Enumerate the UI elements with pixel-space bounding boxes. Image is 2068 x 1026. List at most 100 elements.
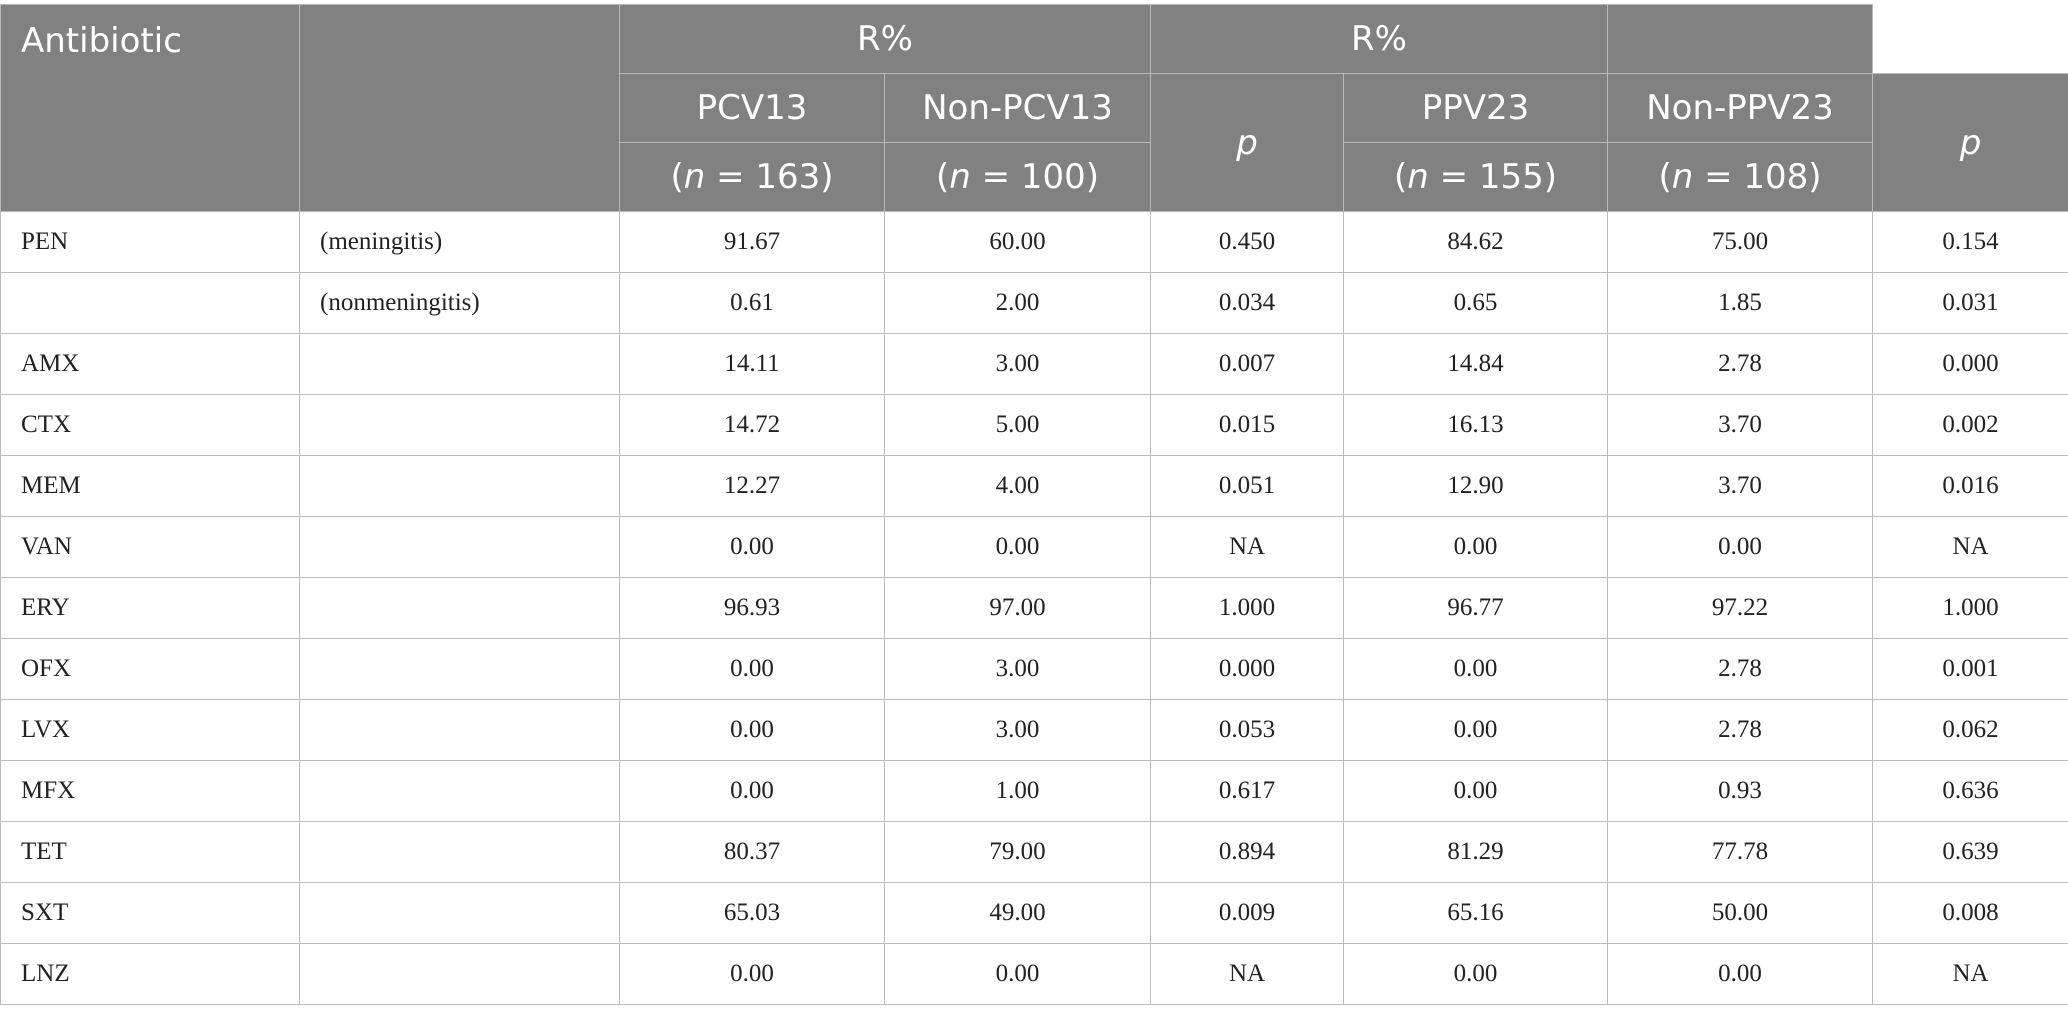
cell-non-pcv13: 0.00	[884, 516, 1151, 578]
header-n-ppv23: (n = 155)	[1343, 142, 1608, 212]
cell-pcv13: 0.00	[619, 516, 885, 578]
header-non-ppv23: Non-PPV23	[1607, 73, 1873, 143]
cell-pcv13: 14.11	[619, 333, 885, 395]
cell-pcv13: 0.00	[619, 638, 885, 700]
cell-ppv23: 0.00	[1343, 699, 1608, 761]
table-row: LVX 0.00 3.00 0.053 0.00 2.78 0.062	[0, 699, 2068, 761]
cell-antibiotic: AMX	[0, 333, 300, 395]
header-group-ppv: R%	[1150, 4, 1608, 74]
table-row: LNZ 0.00 0.00 NA 0.00 0.00 NA	[0, 943, 2068, 1005]
cell-non-ppv23: 77.78	[1607, 821, 1873, 883]
header-blank	[299, 4, 620, 212]
cell-antibiotic: LVX	[0, 699, 300, 761]
header-row-counts: (n = 163) (n = 100) (n = 155) (n = 108)	[1, 142, 2068, 212]
cell-site	[299, 943, 620, 1005]
cell-non-pcv13: 79.00	[884, 821, 1151, 883]
table-row: ERY 96.93 97.00 1.000 96.77 97.22 1.000	[0, 577, 2068, 639]
table-row: MEM 12.27 4.00 0.051 12.90 3.70 0.016	[0, 455, 2068, 517]
header-antibiotic: Antibiotic	[0, 4, 300, 212]
cell-ppv23: 96.77	[1343, 577, 1608, 639]
cell-non-ppv23: 75.00	[1607, 211, 1873, 273]
cell-p-ppv: 0.639	[1872, 821, 2068, 883]
cell-pcv13: 91.67	[619, 211, 885, 273]
cell-antibiotic: SXT	[0, 882, 300, 944]
cell-p-ppv: 0.001	[1872, 638, 2068, 700]
cell-site	[299, 516, 620, 578]
cell-p-pcv: 0.053	[1150, 699, 1344, 761]
cell-ppv23: 0.00	[1343, 760, 1608, 822]
cell-non-ppv23: 3.70	[1607, 455, 1873, 517]
cell-site: (meningitis)	[299, 211, 620, 273]
cell-site	[299, 699, 620, 761]
header-group-pcv: R%	[619, 4, 1151, 74]
cell-p-ppv: 0.002	[1872, 394, 2068, 456]
cell-ppv23: 16.13	[1343, 394, 1608, 456]
cell-ppv23: 84.62	[1343, 211, 1608, 273]
cell-site	[299, 882, 620, 944]
cell-site	[299, 394, 620, 456]
cell-non-pcv13: 1.00	[884, 760, 1151, 822]
cell-non-ppv23: 2.78	[1607, 699, 1873, 761]
cell-pcv13: 96.93	[619, 577, 885, 639]
cell-p-pcv: 0.009	[1150, 882, 1344, 944]
cell-p-ppv: 0.031	[1872, 272, 2068, 334]
cell-non-ppv23: 3.70	[1607, 394, 1873, 456]
table-row: SXT 65.03 49.00 0.009 65.16 50.00 0.008	[0, 882, 2068, 944]
cell-antibiotic	[0, 272, 300, 334]
cell-p-ppv: 0.636	[1872, 760, 2068, 822]
cell-non-ppv23: 2.78	[1607, 638, 1873, 700]
cell-p-pcv: 0.894	[1150, 821, 1344, 883]
cell-non-ppv23: 0.00	[1607, 516, 1873, 578]
cell-p-ppv: 0.016	[1872, 455, 2068, 517]
resistance-table: Antibiotic R% R% PCV13 Non-PCV13 p PPV23…	[0, 4, 2068, 1005]
table-row: OFX 0.00 3.00 0.000 0.00 2.78 0.001	[0, 638, 2068, 700]
cell-p-ppv: 0.154	[1872, 211, 2068, 273]
cell-non-ppv23: 0.93	[1607, 760, 1873, 822]
cell-non-pcv13: 60.00	[884, 211, 1151, 273]
cell-pcv13: 0.61	[619, 272, 885, 334]
cell-p-pcv: 0.007	[1150, 333, 1344, 395]
cell-pcv13: 0.00	[619, 943, 885, 1005]
cell-non-pcv13: 3.00	[884, 699, 1151, 761]
cell-ppv23: 65.16	[1343, 882, 1608, 944]
cell-antibiotic: VAN	[0, 516, 300, 578]
table-row: PEN (meningitis) 91.67 60.00 0.450 84.62 75.00…	[0, 211, 2068, 273]
table-container: Antibiotic R% R% PCV13 Non-PCV13 p PPV23…	[0, 4, 2068, 1005]
header-pcv13: PCV13	[619, 73, 885, 143]
table-row: AMX 14.11 3.00 0.007 14.84 2.78 0.000	[0, 333, 2068, 395]
cell-p-pcv: 0.450	[1150, 211, 1344, 273]
cell-p-ppv: NA	[1872, 943, 2068, 1005]
cell-p-pcv: 0.000	[1150, 638, 1344, 700]
cell-p-ppv: NA	[1872, 516, 2068, 578]
cell-antibiotic: OFX	[0, 638, 300, 700]
cell-pcv13: 12.27	[619, 455, 885, 517]
cell-non-pcv13: 49.00	[884, 882, 1151, 944]
cell-non-ppv23: 0.00	[1607, 943, 1873, 1005]
cell-antibiotic: CTX	[0, 394, 300, 456]
cell-non-pcv13: 3.00	[884, 333, 1151, 395]
header-non-pcv13: Non-PCV13	[884, 73, 1151, 143]
table-row: (nonmeningitis) 0.61 2.00 0.034 0.65 1.85 0.03…	[0, 272, 2068, 334]
cell-p-ppv: 0.000	[1872, 333, 2068, 395]
table-row: VAN 0.00 0.00 NA 0.00 0.00 NA	[0, 516, 2068, 578]
cell-p-pcv: NA	[1150, 943, 1344, 1005]
cell-p-pcv: 0.617	[1150, 760, 1344, 822]
header-n-pcv13: (n = 163)	[619, 142, 885, 212]
cell-antibiotic: TET	[0, 821, 300, 883]
cell-p-ppv: 0.008	[1872, 882, 2068, 944]
cell-non-pcv13: 4.00	[884, 455, 1151, 517]
cell-pcv13: 0.00	[619, 699, 885, 761]
table-row: TET 80.37 79.00 0.894 81.29 77.78 0.639	[0, 821, 2068, 883]
cell-antibiotic: PEN	[0, 211, 300, 273]
cell-p-ppv: 0.062	[1872, 699, 2068, 761]
cell-site	[299, 821, 620, 883]
cell-ppv23: 81.29	[1343, 821, 1608, 883]
cell-ppv23: 0.00	[1343, 516, 1608, 578]
cell-site	[299, 577, 620, 639]
header-row-columns: PCV13 Non-PCV13 p PPV23 Non-PPV23 p	[1, 73, 2068, 212]
header-row-groups: Antibiotic R% R%	[0, 4, 2068, 212]
header-n-non-ppv23: (n = 108)	[1607, 142, 1873, 212]
cell-ppv23: 0.65	[1343, 272, 1608, 334]
cell-non-pcv13: 5.00	[884, 394, 1151, 456]
header-group-blank	[1607, 4, 1873, 74]
